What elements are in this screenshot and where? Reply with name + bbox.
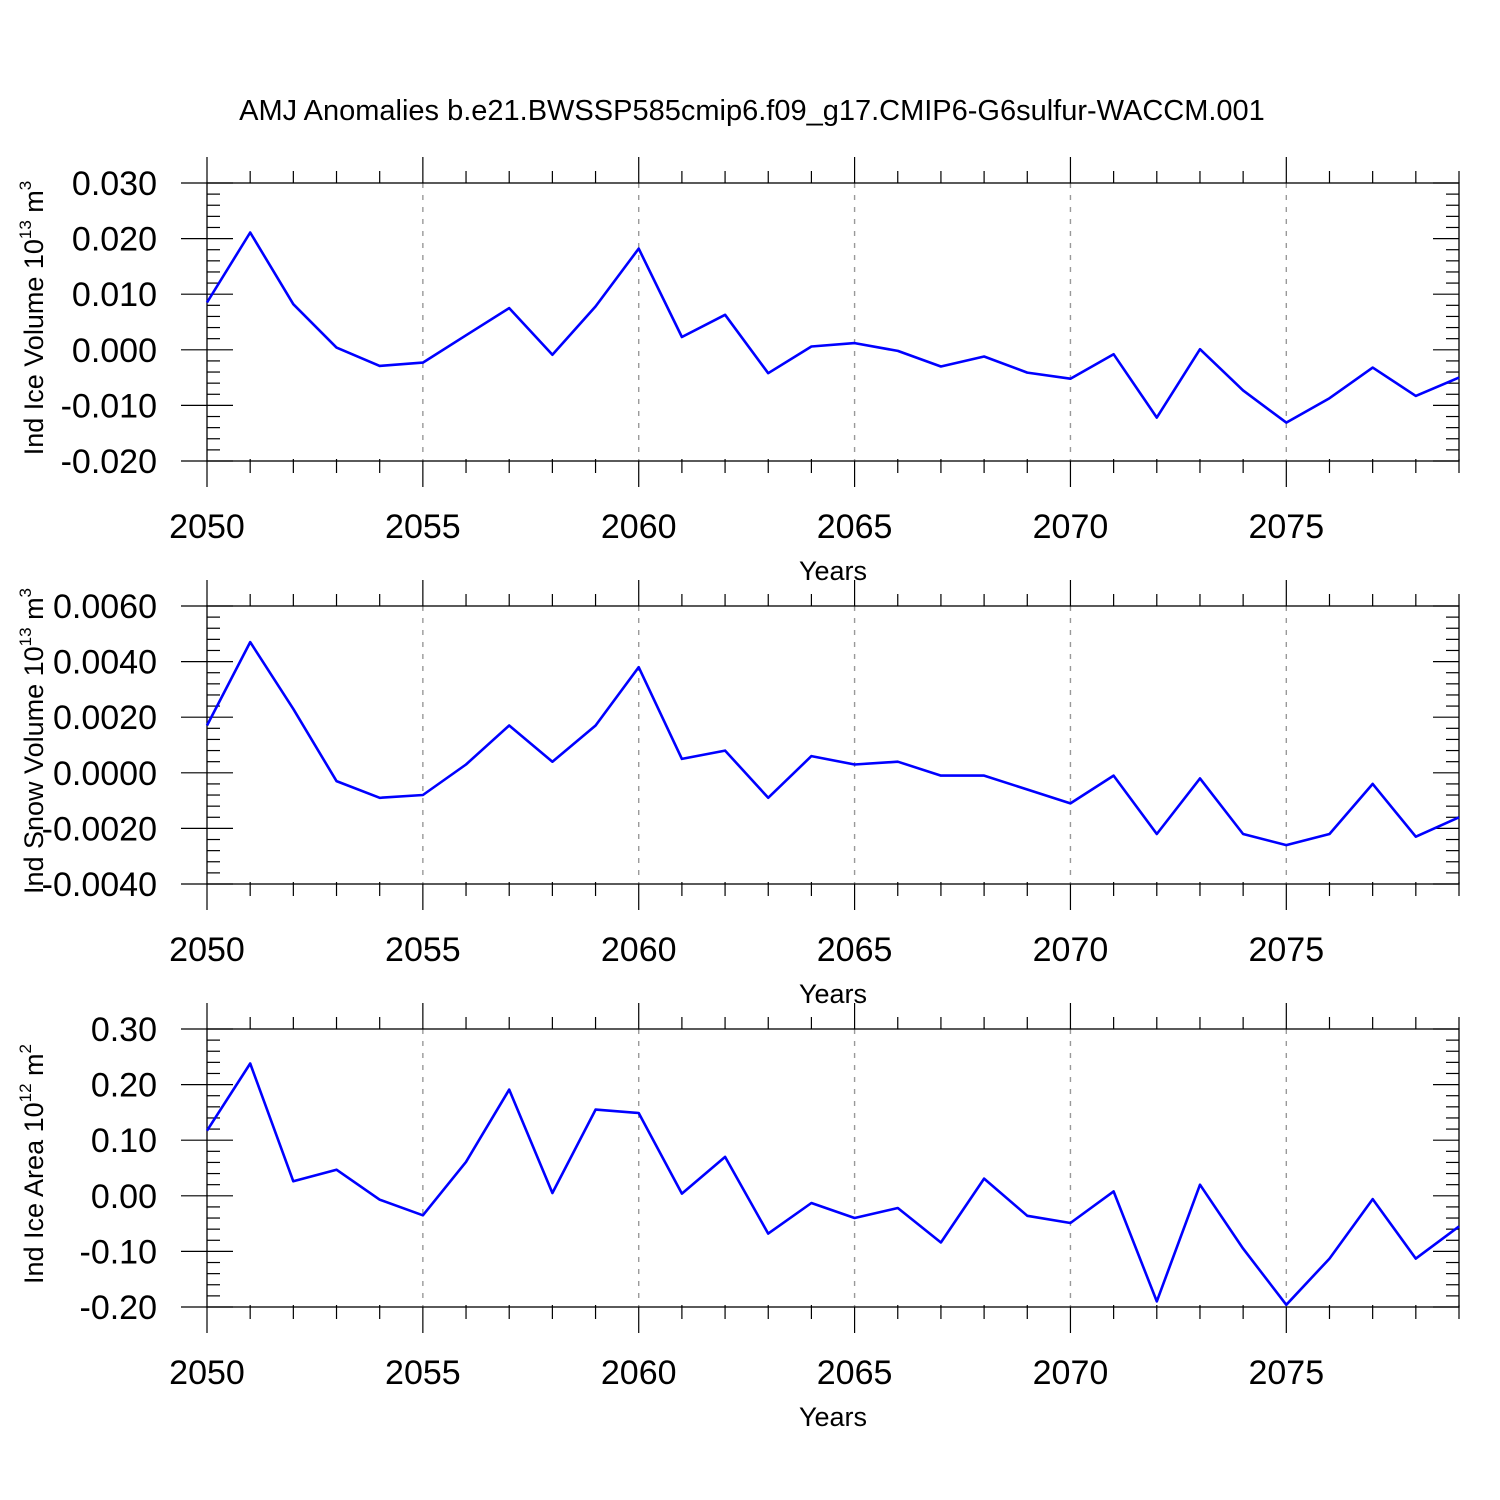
- x-tick-label: 2075: [1248, 931, 1324, 969]
- y-tick-label: 0.10: [91, 1122, 157, 1160]
- y-axis-label-unit-sup: 2: [16, 1044, 35, 1053]
- x-tick-label: 2070: [1033, 508, 1109, 546]
- y-axis-label-unit-sup: 3: [16, 588, 35, 597]
- y-tick-label: 0.0060: [53, 588, 157, 626]
- y-axis-label-sup: 13: [16, 627, 35, 646]
- x-tick-label: 2065: [817, 931, 893, 969]
- y-axis-label-text: Ind Snow Volume 10: [19, 646, 49, 894]
- y-tick-label: -0.010: [61, 387, 157, 425]
- plot-frame: [206, 605, 1460, 885]
- y-axis-label-unit-sup: 3: [16, 181, 35, 190]
- y-axis-label-text: Ind Ice Area 10: [19, 1102, 49, 1284]
- plot-frame: [206, 182, 1460, 462]
- x-tick-label: 2055: [385, 1354, 461, 1392]
- y-tick-label: 0.0040: [53, 644, 157, 682]
- y-tick-label: -0.0020: [42, 810, 157, 848]
- x-tick-label: 2075: [1248, 508, 1324, 546]
- y-axis-label-unit: m: [19, 597, 49, 627]
- y-axis-label-sup: 12: [16, 1083, 35, 1102]
- x-tick-label: 2060: [601, 931, 677, 969]
- y-tick-label: 0.0000: [53, 755, 157, 793]
- x-tick-label: 2060: [601, 1354, 677, 1392]
- x-tick-label: 2065: [817, 508, 893, 546]
- x-axis-label: Years: [799, 556, 867, 586]
- y-tick-label: -0.10: [80, 1233, 158, 1271]
- x-tick-label: 2055: [385, 931, 461, 969]
- x-tick-label: 2075: [1248, 1354, 1324, 1392]
- x-tick-label: 2050: [169, 508, 245, 546]
- y-axis-label-sup: 13: [16, 220, 35, 239]
- x-tick-label: 2060: [601, 508, 677, 546]
- plot-frame: [206, 1028, 1460, 1308]
- panel-1: -0.020 -0.010 0.000 0.010 0.020 0.030 2050 2055…: [16, 157, 1460, 586]
- y-axis-label: Ind Ice Area 1012 m2: [16, 1044, 49, 1284]
- x-tick-label: 2055: [385, 508, 461, 546]
- y-tick-label: 0.010: [72, 276, 157, 314]
- y-tick-label: -0.020: [61, 443, 157, 481]
- y-tick-label: 0.00: [91, 1178, 157, 1216]
- x-tick-label: 2050: [169, 931, 245, 969]
- y-tick-label: 0.20: [91, 1067, 157, 1105]
- x-tick-label: 2070: [1033, 1354, 1109, 1392]
- y-tick-label: -0.20: [80, 1289, 158, 1327]
- y-tick-label: 0.30: [91, 1011, 157, 1049]
- y-axis-label-unit: m: [19, 1053, 49, 1083]
- x-axis-label: Years: [799, 979, 867, 1009]
- y-axis-label: Ind Snow Volume 1013 m3: [16, 588, 49, 894]
- panel-3: -0.20 -0.10 0.00 0.10 0.20 0.30 2050 2055 2060 20…: [16, 1003, 1460, 1432]
- y-axis-label-unit: m: [19, 190, 49, 220]
- y-axis-label: Ind Ice Volume 1013 m3: [16, 181, 49, 456]
- panel-2: -0.0040 -0.0020 0.0000 0.0020 0.0040 0.0060 20…: [16, 580, 1460, 1009]
- series-line: [205, 1062, 1460, 1307]
- y-axis-label-text: Ind Ice Volume 10: [19, 239, 49, 455]
- series-line: [205, 640, 1460, 847]
- series-line: [205, 231, 1460, 424]
- x-tick-label: 2070: [1033, 931, 1109, 969]
- y-tick-label: 0.000: [72, 332, 157, 370]
- y-tick-label: 0.020: [72, 221, 157, 259]
- figure-title: AMJ Anomalies b.e21.BWSSP585cmip6.f09_g1…: [239, 95, 1265, 127]
- y-tick-label: 0.0020: [53, 699, 157, 737]
- panels: -0.020 -0.010 0.000 0.010 0.020 0.030 2050 2055…: [16, 157, 1460, 1432]
- y-tick-label: 0.030: [72, 165, 157, 203]
- y-tick-label: -0.0040: [42, 866, 157, 904]
- x-tick-label: 2050: [169, 1354, 245, 1392]
- x-tick-label: 2065: [817, 1354, 893, 1392]
- x-axis-label: Years: [799, 1402, 867, 1432]
